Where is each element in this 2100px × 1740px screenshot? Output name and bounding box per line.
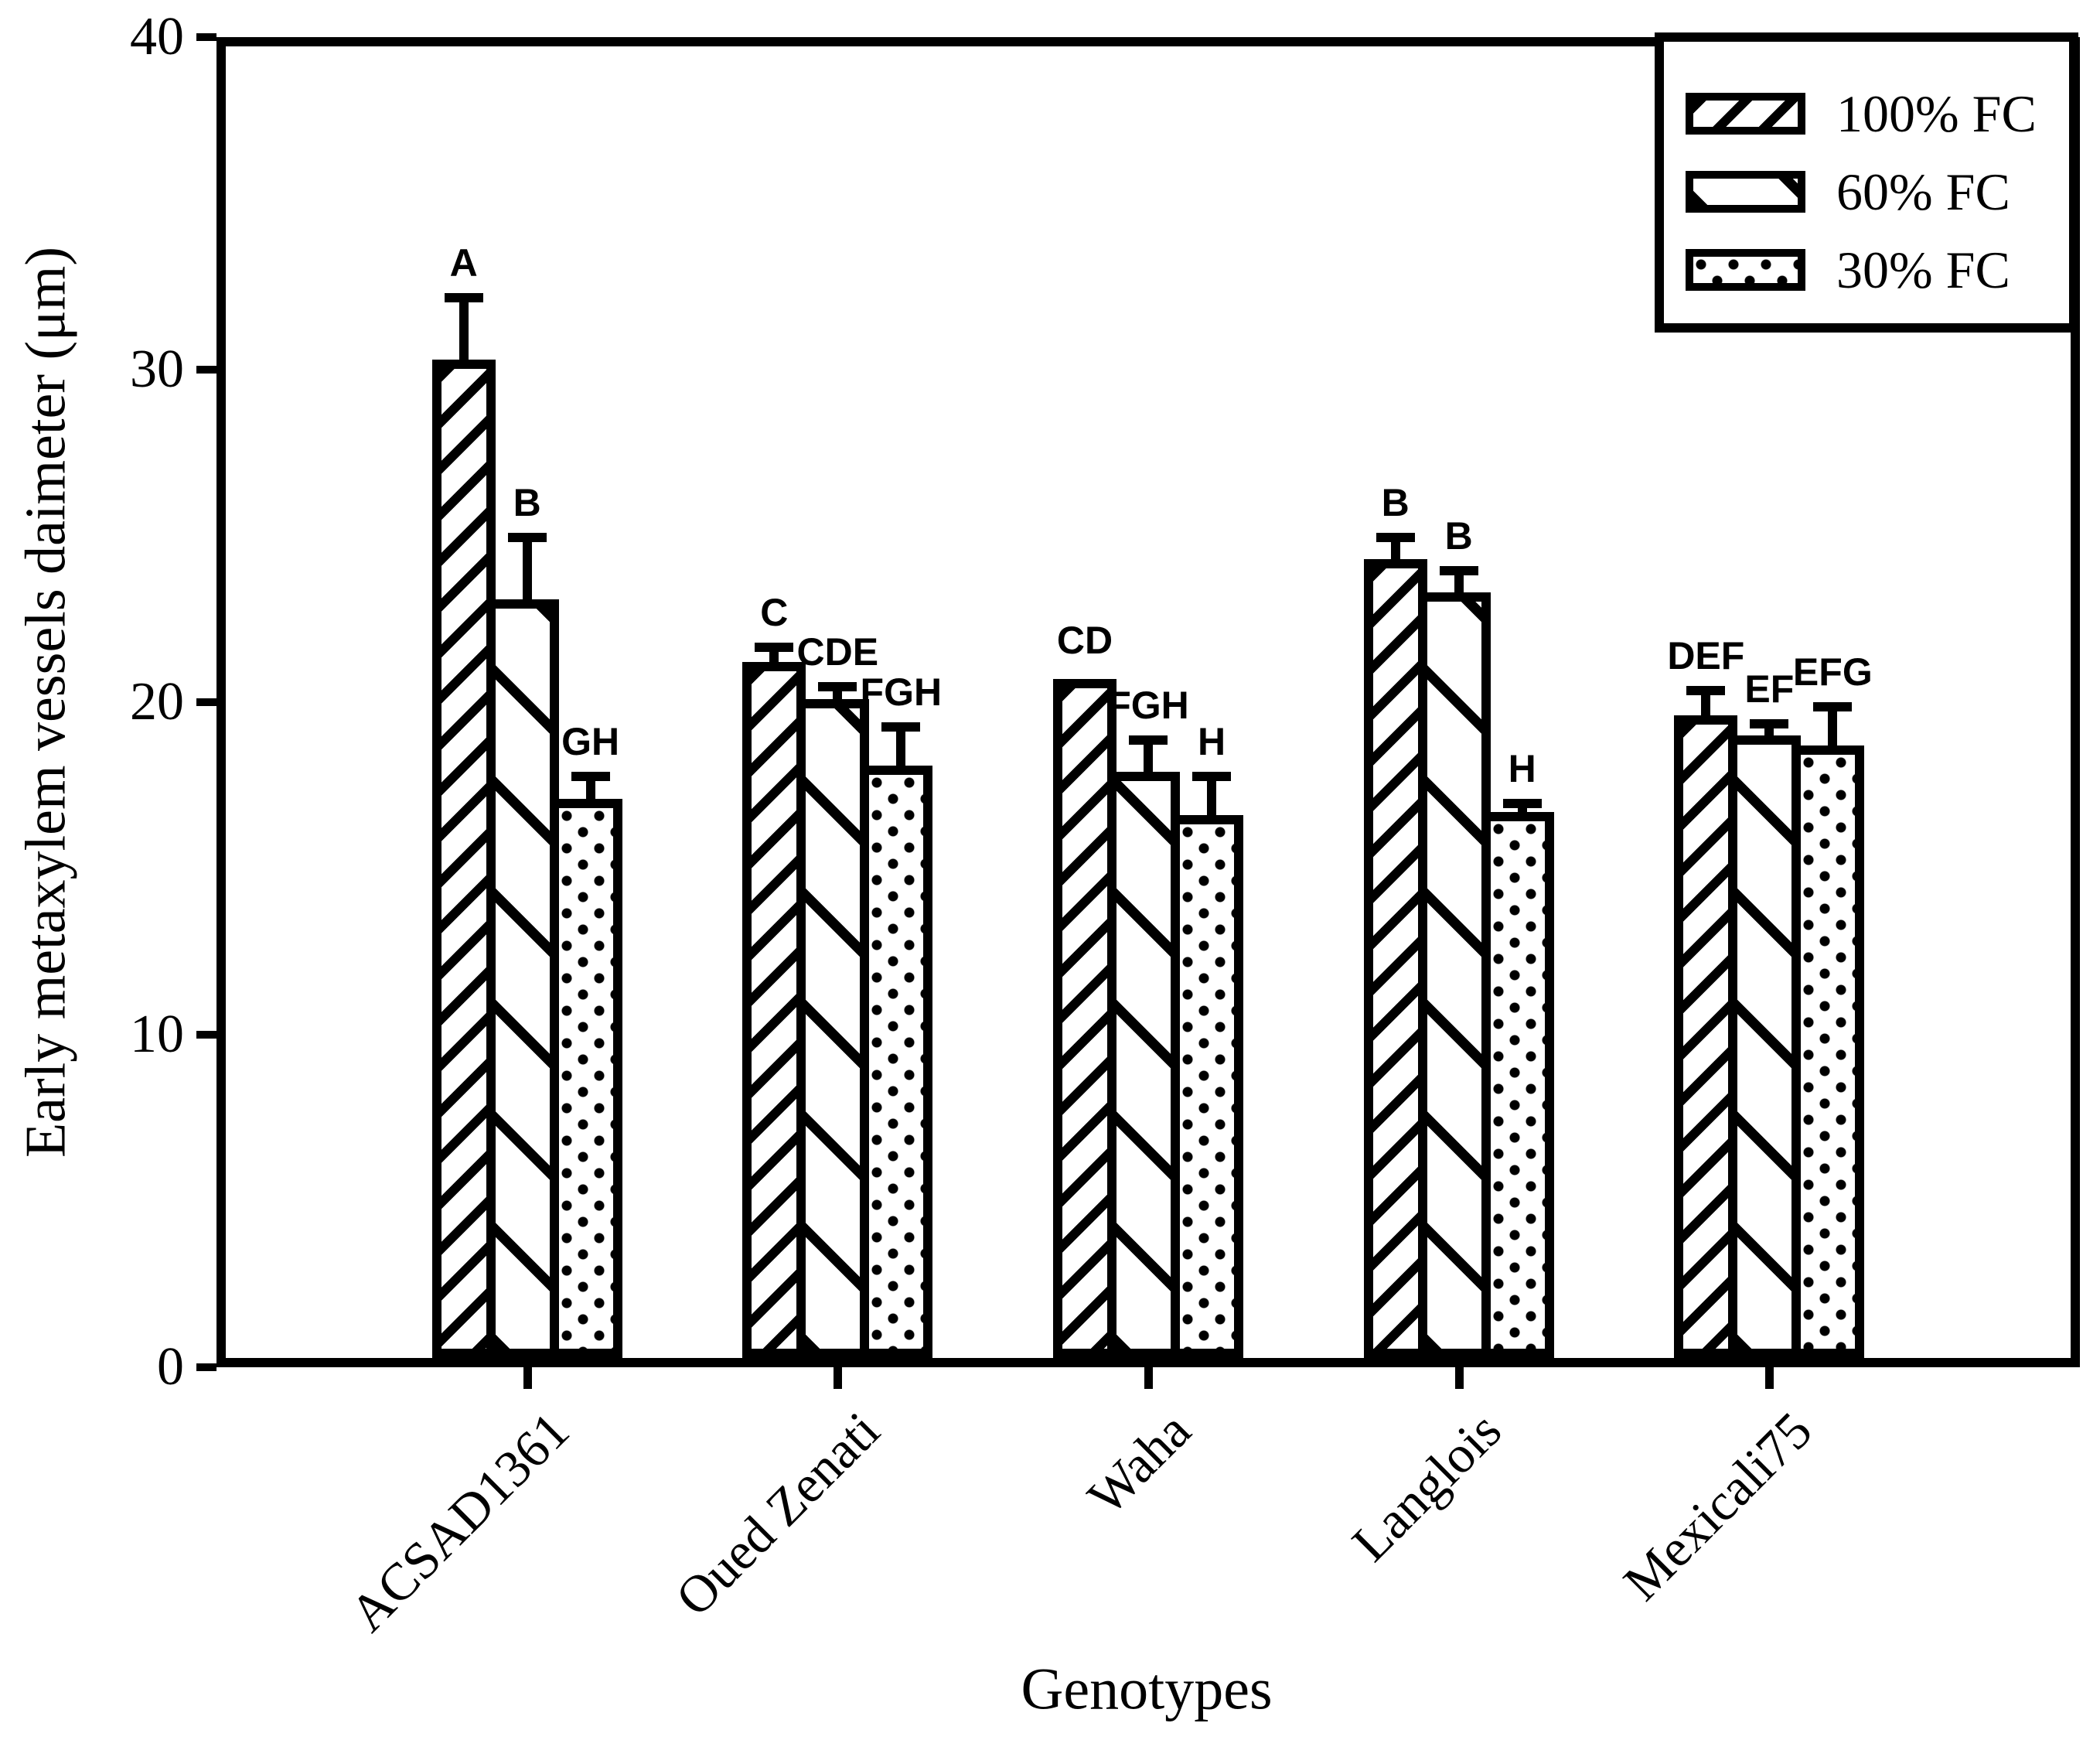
bar-Waha-60%-FC [1107,772,1180,1358]
error-bar-whisker [1828,702,1838,747]
x-axis-tick [523,1367,532,1389]
legend-swatch-backward-diagonal-hatch [1686,171,1805,213]
x-axis-tick [834,1367,843,1389]
significance-letter: A [449,241,478,285]
bar-Langlois-100%-FC [1363,559,1427,1358]
significance-letter: FGH [1107,684,1189,727]
significance-letter: FGH [860,670,943,714]
bar-ACSAD1361-60%-FC [486,599,559,1358]
error-bar-whisker [522,532,532,601]
bar-Mexicali75-30%-FC [1791,745,1865,1358]
bar-ACSAD1361-30%-FC [549,798,622,1358]
error-bar-cap [1686,685,1726,695]
legend-label: 60% FC [1836,162,2010,221]
error-bar-cap [1502,798,1542,808]
significance-letter: EFG [1792,650,1873,694]
plot-frame [216,37,2080,1367]
significance-letter: B [1381,480,1410,524]
x-axis-category-label: Waha [1076,1401,1202,1527]
x-axis-tick [1144,1367,1153,1389]
bar-Langlois-30%-FC [1481,811,1554,1358]
y-tick-label: 0 [157,1337,184,1397]
error-bar-cap [1376,532,1415,542]
bar-Mexicali75-60%-FC [1728,735,1802,1358]
legend-label: 30% FC [1836,241,2010,299]
bar-Oued-Zenati-30%-FC [860,765,933,1358]
x-axis-category-label: Mexicali75 [1611,1401,1823,1612]
bar-ACSAD1361-100%-FC [431,360,496,1358]
bar-Oued-Zenati-100%-FC [742,662,806,1358]
legend-swatch-forward-diagonal-hatch [1686,93,1805,135]
y-tick-label: 20 [130,672,184,732]
error-bar-whisker [1144,735,1153,774]
significance-letter: CD [1056,618,1113,662]
y-axis-tick [196,366,216,374]
bar-Waha-30%-FC [1171,815,1243,1358]
significance-letter: EF [1744,667,1795,711]
significance-letter: B [1444,513,1473,558]
legend-label: 100% FC [1836,84,2037,143]
error-bar-cap [444,293,483,303]
y-axis-tick [196,33,216,41]
y-axis-tick [196,1363,216,1371]
error-bar-whisker [896,722,906,767]
x-axis-category-label: Langlois [1340,1401,1512,1573]
bar-Langlois-60%-FC [1417,592,1491,1358]
error-bar-whisker [1207,772,1216,817]
error-bar-cap [1129,735,1168,745]
legend: 100% FC 60% FC 30% FC [1655,32,2078,333]
error-bar-cap [507,532,547,542]
error-bar-cap [1439,565,1478,575]
significance-letter: CDE [796,630,879,674]
bar-Oued-Zenati-60%-FC [796,698,870,1358]
y-axis-tick [196,698,216,706]
bar-Mexicali75-100%-FC [1674,715,1738,1358]
x-axis-category-label: Oued Zenati [664,1401,891,1627]
error-bar-whisker [459,293,469,362]
x-axis-tick [1454,1367,1464,1389]
x-axis-category-label: ACSAD1361 [338,1401,581,1643]
error-bar-cap [1192,772,1231,782]
error-bar-cap [818,682,857,692]
y-tick-label: 30 [130,339,184,399]
error-bar-cap [1750,718,1789,728]
x-axis-title: Genotypes [1021,1656,1273,1722]
x-axis-tick [1765,1367,1774,1389]
bar-Waha-100%-FC [1053,678,1116,1358]
significance-letter: H [1508,746,1536,790]
error-bar-cap [755,642,794,652]
error-bar-cap [571,772,610,782]
significance-letter: DEF [1667,633,1745,677]
y-tick-label: 10 [130,1005,184,1064]
significance-letter: B [513,480,541,524]
significance-letter: H [1197,720,1226,764]
legend-swatch-dots [1686,249,1805,291]
significance-letter: GH [561,720,620,764]
significance-letter: C [760,590,789,634]
y-tick-label: 40 [130,7,184,67]
y-axis-tick [196,1031,216,1039]
error-bar-cap [881,722,921,732]
error-bar-cap [1813,702,1853,711]
